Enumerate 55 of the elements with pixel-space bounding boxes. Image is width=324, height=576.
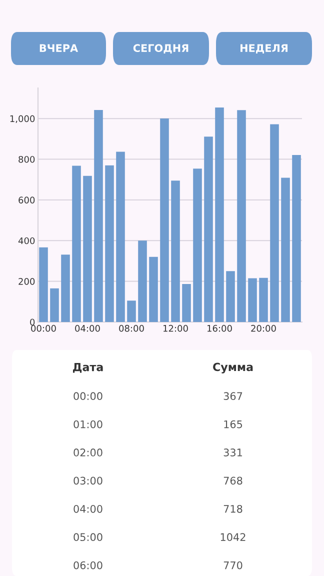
x-tick-label: 20:00	[251, 324, 276, 332]
text: Дата	[73, 362, 103, 373]
y-tick-label: 1,000	[10, 115, 35, 123]
y-tick-label: 200	[18, 278, 35, 285]
bar	[281, 178, 290, 322]
text: 04:00	[74, 504, 102, 513]
text: ВЧЕРА	[40, 44, 78, 52]
bar	[61, 254, 70, 322]
bar	[215, 108, 224, 322]
y-tick-label: 0	[30, 318, 35, 326]
text: 00:00	[74, 392, 102, 400]
bar	[248, 278, 257, 322]
y-tick-label: 600	[18, 196, 35, 204]
y-tick-label: 800	[18, 156, 35, 163]
bar	[292, 154, 301, 322]
bar	[182, 284, 191, 322]
bar	[204, 136, 213, 322]
bar	[237, 110, 246, 322]
bar	[72, 166, 81, 322]
text: 1042	[220, 533, 246, 542]
x-tick-label: 04:00	[75, 324, 100, 332]
bar	[149, 256, 158, 322]
text: 718	[224, 504, 242, 513]
text: 06:00	[74, 561, 102, 570]
x-tick-label: 00:00	[31, 324, 56, 332]
text: 770	[224, 561, 242, 570]
y-tick-label: 400	[18, 237, 35, 244]
text: 03:00	[74, 476, 102, 485]
bar	[160, 118, 169, 322]
bar	[171, 180, 180, 322]
bar	[39, 247, 48, 322]
text: Сумма	[213, 362, 253, 374]
x-tick-label: 16:00	[207, 324, 232, 332]
bar	[193, 168, 202, 322]
x-tick-label: 12:00	[163, 324, 188, 332]
bar	[50, 288, 59, 322]
bar	[259, 278, 268, 322]
text: 768	[224, 476, 242, 485]
text: 05:00	[74, 533, 102, 542]
bar	[226, 271, 235, 322]
x-tick-label: 08:00	[119, 324, 144, 332]
text: 02:00	[74, 448, 102, 456]
bar	[138, 240, 147, 322]
text: 331	[224, 448, 242, 456]
text: СЕГОДНЯ	[133, 44, 188, 54]
text: НЕДЕЛЯ	[240, 44, 288, 54]
bar	[127, 300, 136, 322]
bar	[83, 176, 92, 322]
bar	[94, 110, 103, 322]
bar	[270, 124, 279, 322]
text: 01:00	[74, 420, 102, 428]
text: 165	[224, 420, 242, 428]
bar	[116, 152, 125, 322]
text: 367	[224, 392, 242, 400]
bar	[105, 165, 114, 322]
